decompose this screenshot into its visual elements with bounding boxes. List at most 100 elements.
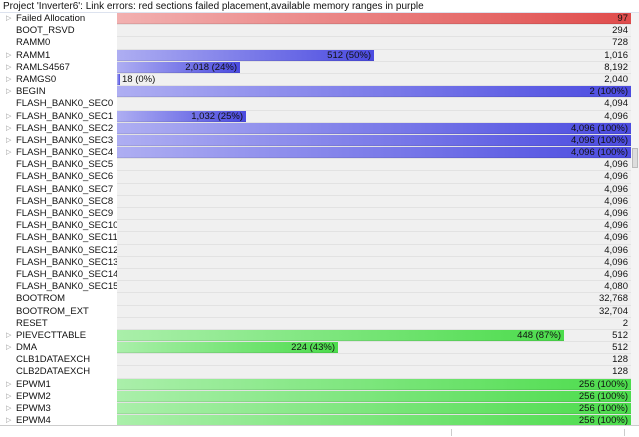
memory-row[interactable]: FLASH_BANK0_SEC0 4,094: [0, 98, 631, 111]
memory-row[interactable]: FLASH_BANK0_SEC7 4,096: [0, 183, 631, 196]
usage-bar: 256 (100%): [117, 390, 631, 403]
usage-bar: 4,096: [117, 171, 631, 184]
usage-label: 256 (100%): [578, 403, 628, 414]
usage-bar: 2: [117, 317, 631, 330]
memory-row[interactable]: ▷ PIEVECTTABLE 512 448 (87%): [0, 329, 631, 343]
usage-label: 256 (100%): [578, 415, 628, 425]
usage-label: 4,096 (100%): [570, 134, 628, 146]
memory-row[interactable]: BOOT_RSVD 294: [0, 25, 631, 38]
memory-name: DMA: [16, 342, 38, 354]
usage-bar: 4,096: [117, 195, 631, 208]
memory-row[interactable]: FLASH_BANK0_SEC15 4,080: [0, 281, 631, 294]
memory-row[interactable]: ▷ RAMGS0 2,040 18 (0%): [0, 73, 631, 87]
expand-triangle-icon[interactable]: ▷: [6, 149, 12, 157]
memory-row[interactable]: ▷ EPWM4 256 (100%): [0, 415, 631, 425]
usage-bar: 256 (100%): [117, 415, 631, 425]
memory-row[interactable]: ▷ BEGIN 2 (100%): [0, 86, 631, 99]
memory-name: FLASH_BANK0_SEC15: [16, 281, 119, 293]
expand-triangle-icon[interactable]: ▷: [6, 344, 12, 352]
memory-row[interactable]: FLASH_BANK0_SEC10 4,096: [0, 220, 631, 233]
memory-name: FLASH_BANK0_SEC7: [16, 183, 114, 195]
usage-bar: 1,016 512 (50%): [117, 49, 631, 62]
memory-total: 4,080: [604, 281, 628, 293]
memory-name-cell: ▷ FLASH_BANK0_SEC2: [0, 123, 117, 135]
memory-total: 4,094: [604, 98, 628, 110]
memory-name: FLASH_BANK0_SEC6: [16, 171, 114, 183]
memory-name: RAMLS4567: [16, 61, 70, 73]
memory-row[interactable]: ▷ EPWM1 256 (100%): [0, 378, 631, 391]
memory-name: BOOTROM: [16, 293, 66, 305]
vertical-scrollbar[interactable]: [631, 13, 639, 425]
memory-total: 32,768: [598, 293, 628, 305]
memory-total: 1,016: [604, 49, 628, 61]
memory-name-cell: ▷ EPWM4: [0, 415, 117, 425]
usage-fill: 4,096 (100%): [117, 122, 631, 134]
memory-row[interactable]: ▷ FLASH_BANK0_SEC2 4,096 (100%): [0, 122, 631, 135]
memory-row[interactable]: ▷ FLASH_BANK0_SEC4 4,096 (100%): [0, 147, 631, 160]
memory-row[interactable]: ▷ FLASH_BANK0_SEC1 4,096 1,032 (25%): [0, 110, 631, 123]
expand-triangle-icon[interactable]: ▷: [6, 405, 12, 412]
memory-name: RAMM0: [16, 37, 51, 49]
memory-row[interactable]: BOOTROM_EXT 32,704: [0, 305, 631, 318]
usage-fill: [117, 73, 120, 86]
usage-fill: 4,096 (100%): [117, 147, 631, 159]
memory-row[interactable]: FLASH_BANK0_SEC5 4,096: [0, 159, 631, 172]
memory-name-cell: ▷ PIEVECTTABLE: [0, 330, 117, 342]
memory-row[interactable]: FLASH_BANK0_SEC13 4,096: [0, 256, 631, 269]
memory-row[interactable]: BOOTROM 32,768: [0, 293, 631, 306]
memory-name-cell: ▷ EPWM1: [0, 379, 117, 391]
expand-triangle-icon[interactable]: ▷: [6, 136, 12, 144]
memory-name: BOOT_RSVD: [16, 25, 75, 37]
memory-name-cell: BOOTROM_EXT: [0, 306, 117, 318]
memory-total: 4,096: [604, 195, 628, 207]
memory-row[interactable]: FLASH_BANK0_SEC9 4,096: [0, 208, 631, 221]
memory-row[interactable]: ▷ EPWM3 256 (100%): [0, 403, 631, 416]
scrollbar-thumb[interactable]: [632, 148, 638, 168]
memory-row[interactable]: ▷ EPWM2 256 (100%): [0, 390, 631, 403]
memory-name: FLASH_BANK0_SEC14: [16, 268, 119, 280]
usage-fill: 1,032 (25%): [117, 110, 246, 122]
usage-bar: 4,096: [117, 220, 631, 233]
memory-name-cell: FLASH_BANK0_SEC10: [0, 220, 118, 232]
expand-triangle-icon[interactable]: ▷: [6, 88, 12, 96]
usage-fill: 4,096 (100%): [117, 134, 631, 147]
memory-row[interactable]: RAMM0 728: [0, 37, 631, 50]
memory-row[interactable]: RESET 2: [0, 317, 631, 330]
memory-name: FLASH_BANK0_SEC2: [16, 122, 114, 134]
memory-row[interactable]: ▷ FLASH_BANK0_SEC3 4,096 (100%): [0, 134, 631, 148]
expand-triangle-icon[interactable]: ▷: [6, 380, 12, 388]
memory-row[interactable]: FLASH_BANK0_SEC14 4,096: [0, 268, 631, 282]
memory-row[interactable]: ▷ RAMLS4567 8,192 2,018 (24%): [0, 61, 631, 74]
memory-name: FLASH_BANK0_SEC0: [16, 98, 114, 110]
expand-triangle-icon[interactable]: ▷: [6, 15, 12, 22]
memory-row[interactable]: FLASH_BANK0_SEC11 4,096: [0, 232, 631, 245]
memory-row[interactable]: ▷ RAMM1 1,016 512 (50%): [0, 49, 631, 62]
expand-triangle-icon[interactable]: ▷: [6, 75, 12, 83]
memory-total: 512: [612, 329, 628, 341]
expand-triangle-icon[interactable]: ▷: [6, 392, 12, 400]
expand-triangle-icon[interactable]: ▷: [6, 124, 12, 132]
memory-name-cell: ▷ FLASH_BANK0_SEC1: [0, 111, 117, 123]
memory-name: RESET: [16, 317, 48, 329]
expand-triangle-icon[interactable]: ▷: [6, 63, 12, 71]
expand-triangle-icon[interactable]: ▷: [6, 112, 12, 120]
expand-triangle-icon[interactable]: ▷: [6, 51, 12, 59]
memory-name: FLASH_BANK0_SEC11: [16, 232, 118, 244]
expand-triangle-icon[interactable]: ▷: [6, 331, 12, 339]
memory-row[interactable]: ▷ DMA 512 224 (43%): [0, 342, 631, 355]
usage-fill: 97: [117, 13, 631, 25]
usage-fill: 256 (100%): [117, 403, 631, 415]
column-divider[interactable]: [451, 429, 452, 436]
memory-row[interactable]: FLASH_BANK0_SEC8 4,096: [0, 195, 631, 208]
memory-row[interactable]: CLB1DATAEXCH 128: [0, 354, 631, 367]
usage-bar: 728: [117, 37, 631, 50]
memory-total: 512: [612, 342, 628, 354]
memory-total: 4,096: [604, 159, 628, 171]
memory-row[interactable]: FLASH_BANK0_SEC12 4,096: [0, 244, 631, 257]
memory-row[interactable]: FLASH_BANK0_SEC6 4,096: [0, 171, 631, 184]
usage-bar: 4,096 (100%): [117, 122, 631, 135]
memory-row[interactable]: ▷ Failed Allocation 97: [0, 13, 631, 26]
expand-triangle-icon[interactable]: ▷: [6, 417, 12, 425]
column-divider[interactable]: [624, 429, 625, 436]
memory-row[interactable]: CLB2DATAEXCH 128: [0, 366, 631, 379]
